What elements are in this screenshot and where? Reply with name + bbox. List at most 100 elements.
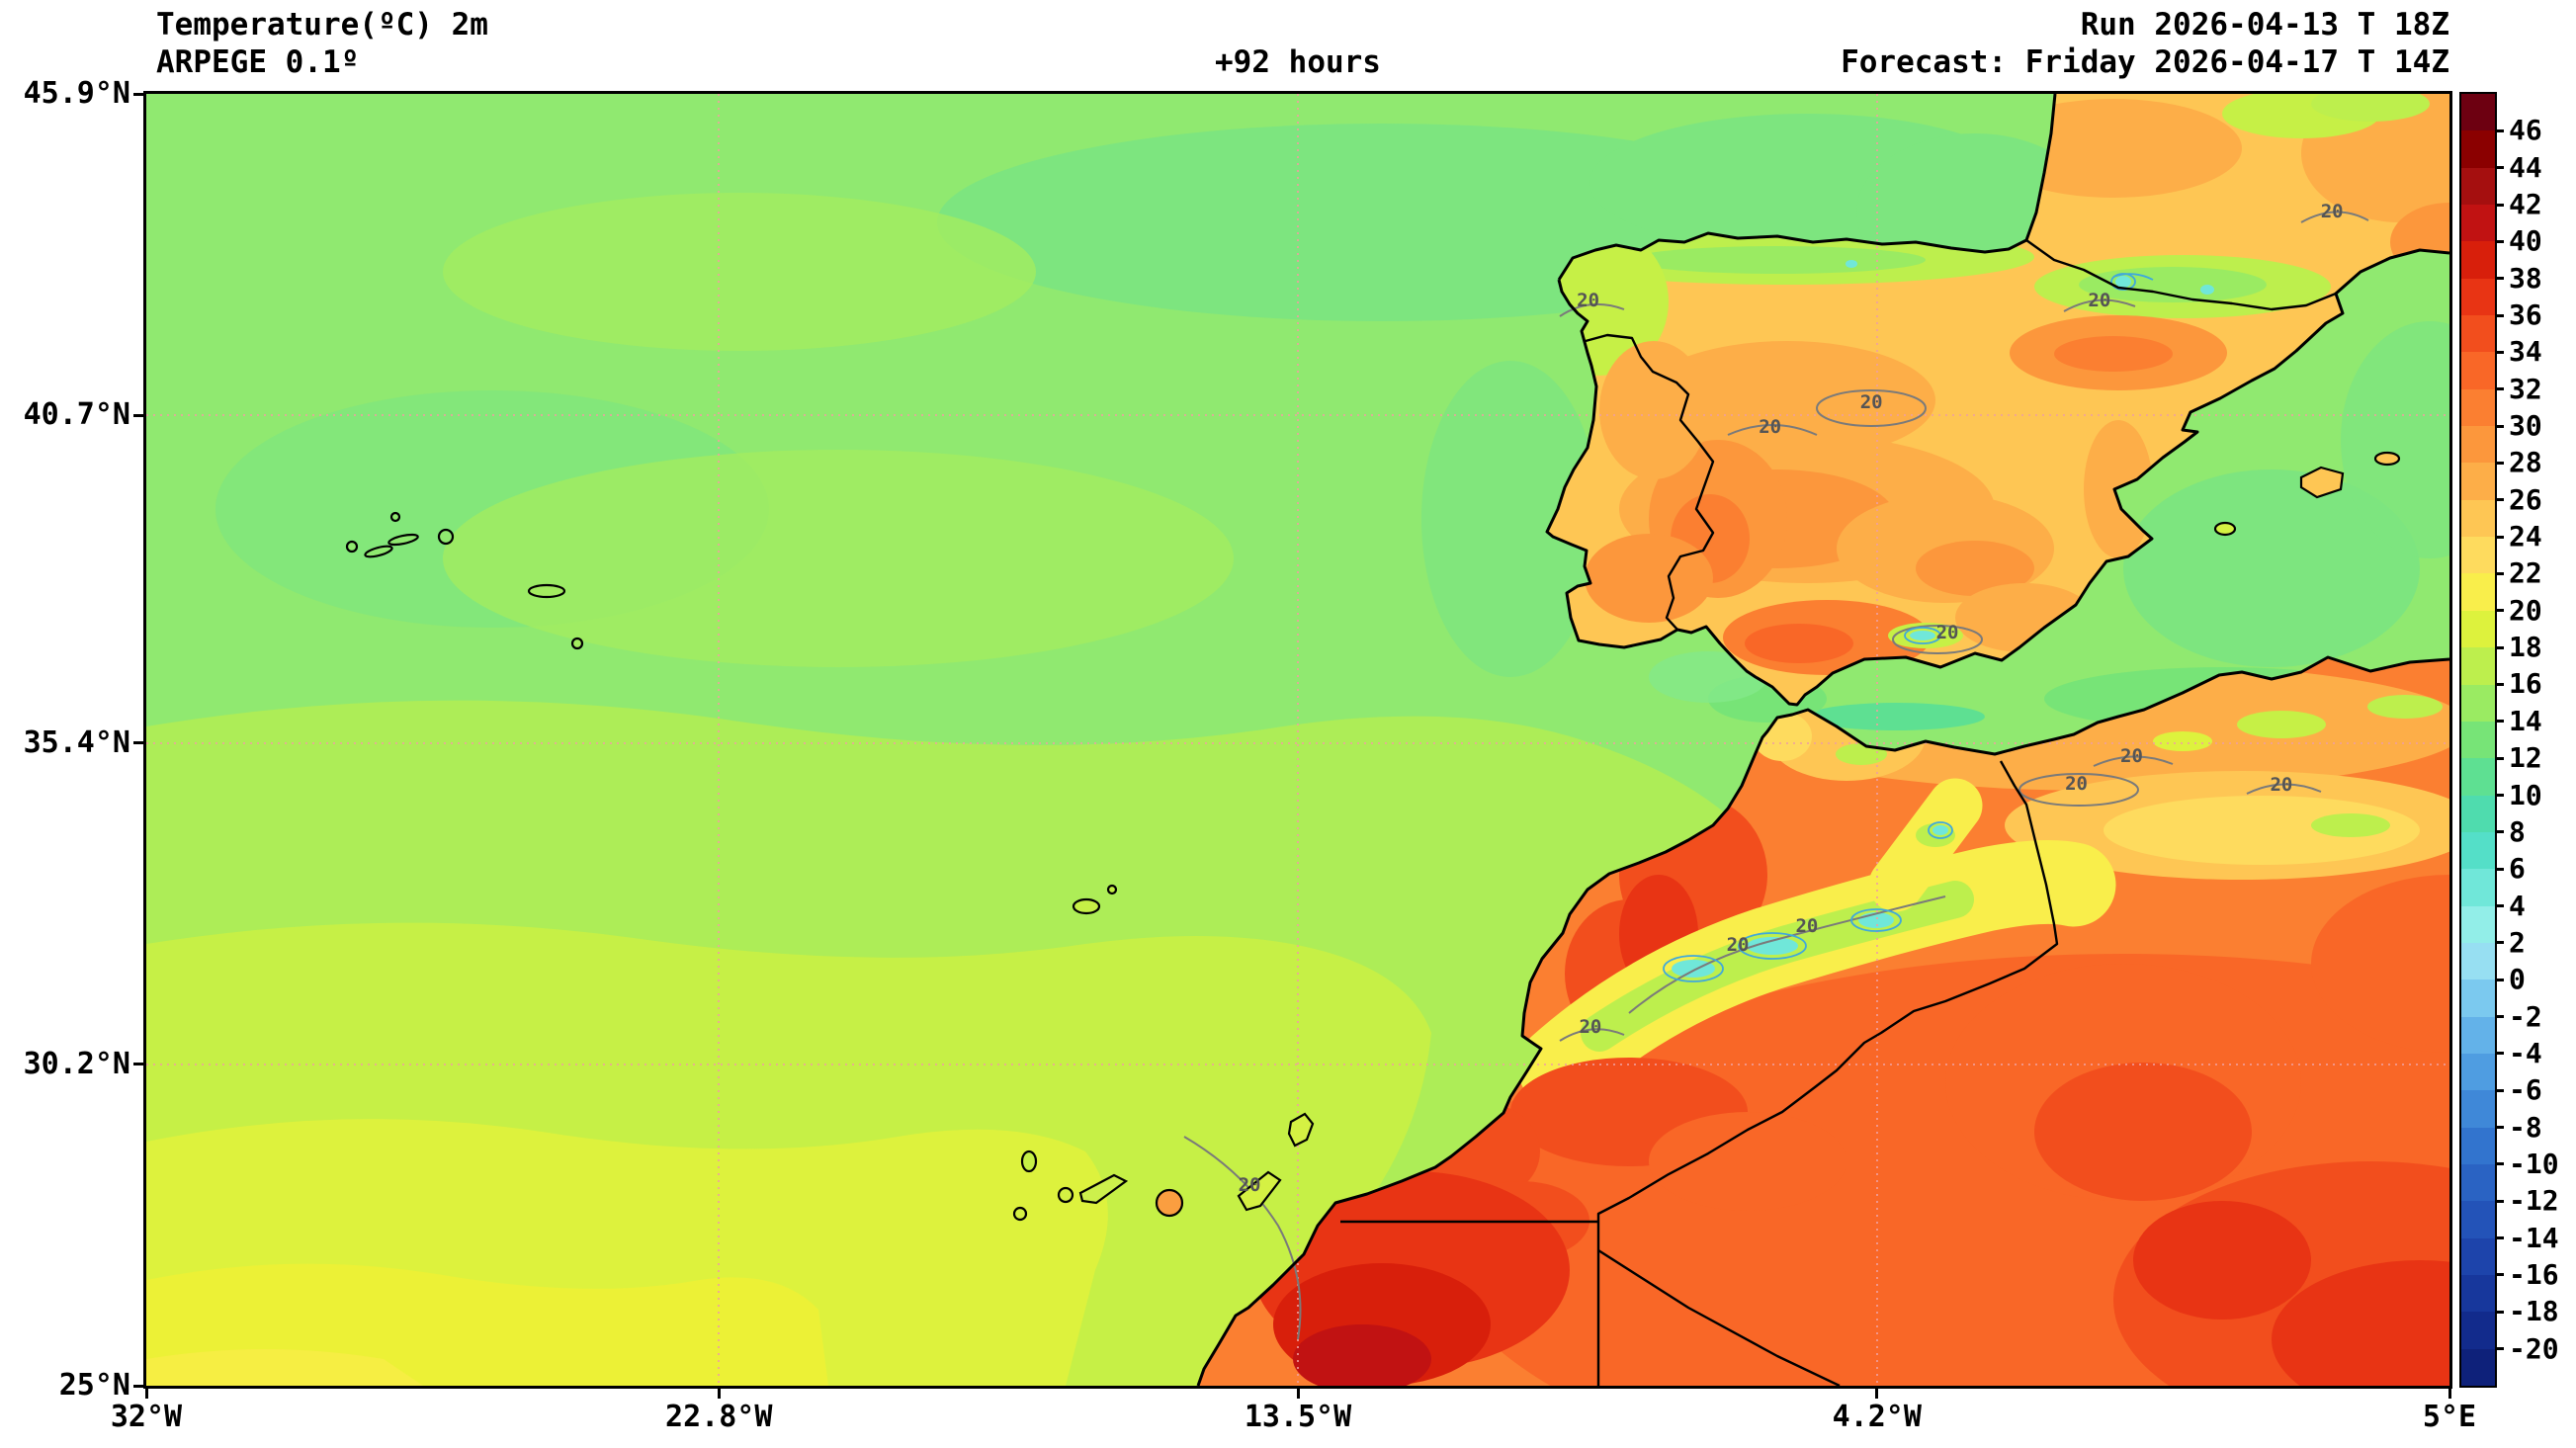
- colorbar: [2459, 92, 2497, 1388]
- colorbar-segment: [2461, 388, 2495, 427]
- plot-area: [143, 91, 2452, 1389]
- x-tick-mark: [144, 1386, 148, 1399]
- colorbar-tick-mark: [2495, 794, 2504, 797]
- x-tick-label: 13.5°W: [1244, 1400, 1352, 1434]
- lead-time-label: +92 hours: [1215, 44, 1381, 80]
- colorbar-tick-label: 28: [2509, 446, 2542, 479]
- x-tick-label: 22.8°W: [665, 1400, 773, 1434]
- colorbar-tick-mark: [2495, 203, 2504, 207]
- colorbar-tick-mark: [2495, 904, 2504, 908]
- colorbar-tick-label: -14: [2509, 1221, 2559, 1254]
- y-tick-mark: [133, 1063, 146, 1066]
- colorbar-tick-label: 24: [2509, 520, 2542, 554]
- colorbar-segment: [2461, 758, 2495, 796]
- gridlines: [146, 94, 2449, 1386]
- colorbar-tick-mark: [2495, 571, 2504, 575]
- colorbar-tick-label: 22: [2509, 556, 2542, 590]
- colorbar-tick-label: -6: [2509, 1073, 2542, 1107]
- x-tick-mark: [2447, 1386, 2451, 1399]
- colorbar-tick-label: 4: [2509, 889, 2526, 922]
- contour-lines-cyan: [1663, 273, 2154, 982]
- colorbar-segment: [2461, 1201, 2495, 1238]
- y-axis: 45.9°N 40.7°N 35.4°N 30.2°N 25°N: [0, 78, 146, 1402]
- colorbar-segment: [2461, 1312, 2495, 1349]
- colorbar-tick-label: 2: [2509, 925, 2526, 959]
- y-tick-mark: [133, 741, 146, 745]
- colorbar-segment: [2461, 942, 2495, 980]
- colorbar-segment: [2461, 426, 2495, 464]
- morocco-algeria-border: [1596, 760, 2059, 1222]
- islands: [345, 451, 2401, 1222]
- colorbar-tick-label: 36: [2509, 298, 2542, 332]
- colorbar-tick-mark: [2495, 756, 2504, 760]
- colorbar-tick-mark: [2495, 1088, 2504, 1092]
- colorbar-segment: [2461, 1348, 2495, 1387]
- colorbar-tick-mark: [2495, 978, 2504, 981]
- colorbar-tick-label: -16: [2509, 1257, 2559, 1291]
- x-tick-label: 32°W: [110, 1400, 183, 1434]
- y-tick-mark: [133, 413, 146, 417]
- colorbar-tick-mark: [2495, 387, 2504, 391]
- y-tick-mark: [133, 92, 146, 96]
- colorbar-tick-mark: [2495, 720, 2504, 724]
- colorbar-segment: [2461, 573, 2495, 611]
- colorbar-tick-mark: [2495, 1015, 2504, 1019]
- colorbar-segment: [2461, 94, 2495, 131]
- x-tick-label: 4.2°W: [1832, 1400, 1922, 1434]
- colorbar-segment: [2461, 905, 2495, 943]
- x-axis: 32°W 22.8°W 13.5°W 4.2°W 5°E: [111, 1386, 2476, 1445]
- colorbar-tick-mark: [2495, 1162, 2504, 1166]
- colorbar-segment: [2461, 463, 2495, 500]
- colorbar-segment: [2461, 1090, 2495, 1128]
- colorbar-segment: [2461, 315, 2495, 353]
- run-label: Run 2026-04-13 T 18Z: [2080, 7, 2449, 43]
- colorbar-tick-mark: [2495, 166, 2504, 170]
- colorbar-tick-label: -8: [2509, 1110, 2542, 1144]
- colorbar-tick-label: 16: [2509, 667, 2542, 701]
- colorbar-segment: [2461, 278, 2495, 316]
- colorbar-segment: [2461, 352, 2495, 389]
- colorbar-tick-mark: [2495, 535, 2504, 539]
- country-borders: [1340, 239, 2337, 1386]
- colorbar-tick-label: 14: [2509, 704, 2542, 737]
- colorbar-segment: [2461, 980, 2495, 1017]
- colorbar-segment: [2461, 1275, 2495, 1313]
- colorbar-tick-mark: [2495, 867, 2504, 871]
- colorbar-segment: [2461, 610, 2495, 648]
- balearic-islands: [2213, 451, 2401, 537]
- colorbar-tick-mark: [2495, 682, 2504, 686]
- colorbar-tick-mark: [2495, 1347, 2504, 1351]
- colorbar-tick-label: -12: [2509, 1184, 2559, 1218]
- y-tick-label: 40.7°N: [23, 397, 130, 433]
- colorbar-segment: [2461, 241, 2495, 279]
- chart-title: Temperature(ºC) 2m: [156, 7, 488, 43]
- colorbar-segment: [2461, 1163, 2495, 1202]
- colorbar-tick-label: 34: [2509, 335, 2542, 369]
- colorbar-tick-label: -18: [2509, 1295, 2559, 1328]
- colorbar-tick-label: 32: [2509, 372, 2542, 405]
- forecast-label: Forecast: Friday 2026-04-17 T 14Z: [1841, 44, 2449, 80]
- colorbar-tick-mark: [2495, 1126, 2504, 1130]
- colorbar-segment: [2461, 1053, 2495, 1091]
- colorbar-tick-mark: [2495, 350, 2504, 354]
- madeira-islands: [1072, 884, 1118, 915]
- colorbar-segment: [2461, 869, 2495, 906]
- colorbar-tick-mark: [2495, 941, 2504, 945]
- africa-coastline: [1196, 655, 2449, 1386]
- x-tick-mark: [717, 1386, 721, 1399]
- colorbar-tick-label: 0: [2509, 963, 2526, 996]
- colorbar-tick-label: 42: [2509, 188, 2542, 221]
- y-tick-label: 25°N: [58, 1368, 130, 1403]
- colorbar-tick-label: 20: [2509, 593, 2542, 627]
- colorbar-tick-mark: [2495, 1236, 2504, 1240]
- colorbar-segment: [2461, 1127, 2495, 1164]
- colorbar-segment: [2461, 721, 2495, 759]
- pyrenees-border: [2025, 239, 2337, 311]
- y-tick-mark: [133, 1384, 146, 1388]
- colorbar-tick-label: -10: [2509, 1147, 2559, 1180]
- colorbar-tick-mark: [2495, 1310, 2504, 1314]
- y-tick-label: 35.4°N: [23, 724, 130, 760]
- y-tick-label: 30.2°N: [23, 1046, 130, 1081]
- model-label: ARPEGE 0.1º: [156, 44, 360, 80]
